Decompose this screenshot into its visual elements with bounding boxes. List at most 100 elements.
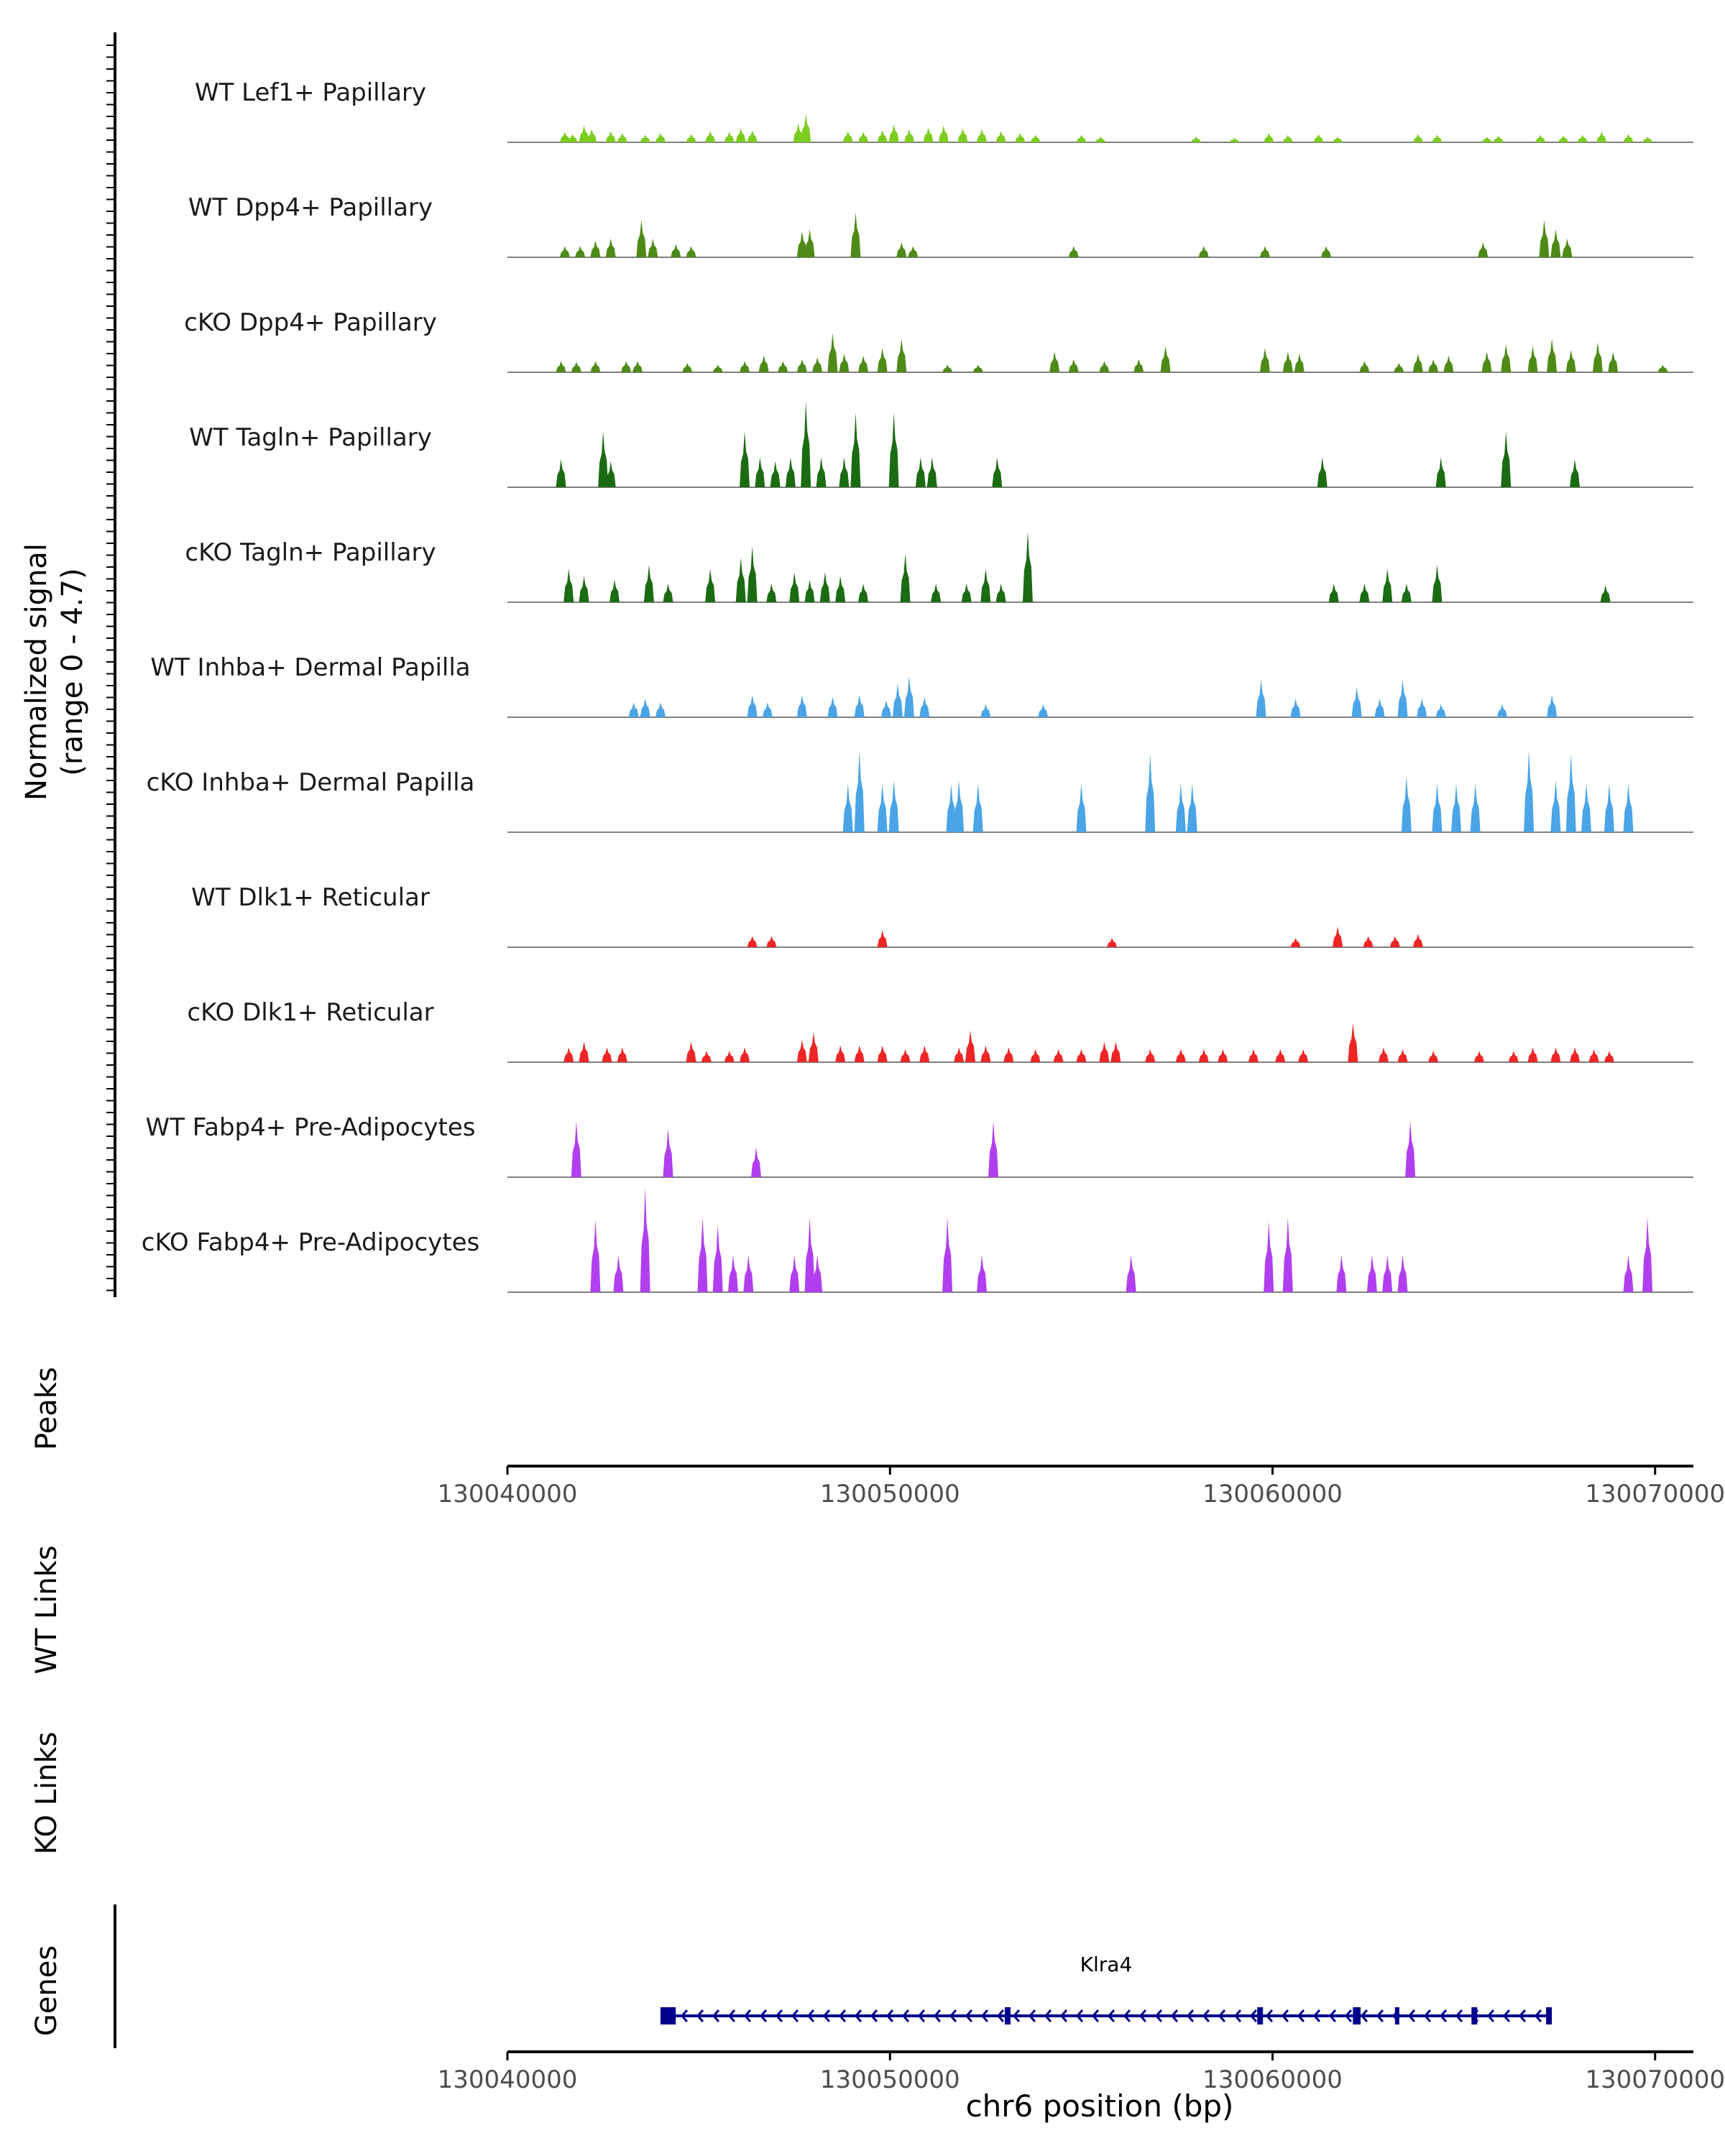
coverage-peak xyxy=(770,461,781,487)
coverage-peak xyxy=(1397,1049,1408,1062)
strand-arrow xyxy=(917,2009,926,2022)
coverage-peak xyxy=(663,584,673,602)
coverage-peak xyxy=(1565,753,1576,832)
coverage-peak xyxy=(617,1047,627,1062)
coverage-peak xyxy=(903,129,914,142)
coverage-peak xyxy=(559,132,570,142)
x-tick-label: 130050000 xyxy=(820,2065,960,2094)
coverage-track: cKO Fabp4+ Pre-Adipocytes xyxy=(142,1187,1693,1293)
coverage-peak xyxy=(1175,783,1186,832)
peaks-track-label: Peaks xyxy=(30,1367,63,1450)
x-axis-label: chr6 position (bp) xyxy=(966,2088,1234,2124)
coverage-peak xyxy=(888,413,899,487)
coverage-peak xyxy=(1581,783,1591,832)
coverage-peak xyxy=(1022,531,1033,602)
coverage-peak xyxy=(1550,229,1561,257)
coverage-peak xyxy=(575,246,586,257)
coverage-peak xyxy=(663,1128,673,1177)
coverage-peak xyxy=(586,129,597,142)
genes-track-label: Genes xyxy=(30,1945,63,2036)
coverage-peak xyxy=(858,584,868,602)
coverage-peak xyxy=(1256,680,1266,717)
coverage-peak xyxy=(1535,134,1546,142)
coverage-peak xyxy=(556,459,566,487)
coverage-peak xyxy=(801,114,811,142)
coverage-peak xyxy=(785,457,796,487)
coverage-peak xyxy=(1435,704,1446,717)
strand-arrow xyxy=(1202,2009,1210,2022)
coverage-peak xyxy=(1133,359,1144,372)
coverage-peak xyxy=(1417,699,1427,717)
coverage-peak xyxy=(1451,783,1461,832)
coverage-peak xyxy=(850,212,861,257)
strand-arrow xyxy=(1344,2009,1353,2022)
coverage-peak xyxy=(980,568,991,602)
coverage-peak xyxy=(747,694,758,717)
coverage-peak xyxy=(946,783,957,832)
coverage-peak xyxy=(701,1051,712,1062)
strand-arrow xyxy=(680,2009,689,2022)
strand-arrow xyxy=(1423,2009,1432,2022)
coverage-peak xyxy=(1389,936,1400,947)
coverage-peak xyxy=(610,579,620,602)
coverage-track: WT Fabp4+ Pre-Adipocytes xyxy=(146,1113,1693,1178)
gene-model: Klra4 xyxy=(660,1953,1552,2024)
strand-arrow xyxy=(1138,2009,1147,2022)
track-label: WT Lef1+ Papillary xyxy=(195,78,426,107)
coverage-peak xyxy=(888,780,899,832)
coverage-peak xyxy=(1282,351,1293,372)
coverage-peak xyxy=(571,1121,581,1177)
x-tick-label: 130070000 xyxy=(1585,1480,1725,1508)
coverage-peak xyxy=(1470,783,1481,832)
coverage-peak xyxy=(1496,704,1507,717)
gene-exon xyxy=(1353,2007,1361,2024)
strand-arrow xyxy=(1407,2009,1416,2022)
coverage-peak xyxy=(789,1255,800,1292)
coverage-peak xyxy=(724,1051,735,1062)
coverage-peak xyxy=(697,1217,708,1292)
coverage-peak xyxy=(1432,565,1443,602)
coverage-peak xyxy=(1290,938,1301,947)
y-axis xyxy=(106,32,116,1297)
coverage-peak xyxy=(1394,363,1404,372)
coverage-peak xyxy=(1317,457,1328,487)
strand-arrow xyxy=(1249,2009,1258,2022)
coverage-peak xyxy=(1592,342,1603,372)
coverage-peak xyxy=(1015,133,1026,142)
coverage-peak xyxy=(977,1255,987,1292)
coverage-peak xyxy=(835,576,846,602)
coverage-peak xyxy=(605,239,616,257)
coverage-peak xyxy=(1198,1049,1209,1062)
coverage-peak xyxy=(579,576,589,602)
x-tick-label: 130040000 xyxy=(438,1480,578,1508)
strand-arrow xyxy=(743,2009,752,2022)
y-axis-label-line1: Normalized signal xyxy=(20,543,53,801)
strand-arrow xyxy=(759,2009,768,2022)
coverage-peak xyxy=(1596,132,1607,142)
coverage-peak xyxy=(1412,354,1423,372)
coverage-peak xyxy=(740,1047,750,1062)
coverage-peak xyxy=(1321,246,1331,257)
coverage-peak xyxy=(842,131,853,142)
coverage-peak xyxy=(1290,699,1301,717)
coverage-peak xyxy=(877,348,888,372)
coverage-peak xyxy=(793,124,804,142)
coverage-peak xyxy=(1259,246,1270,257)
strand-arrow xyxy=(806,2009,815,2022)
coverage-peak xyxy=(1642,137,1653,142)
coverage-peak xyxy=(1558,135,1568,142)
coverage-peak xyxy=(579,1041,589,1062)
coverage-peak xyxy=(564,1047,574,1062)
coverage-peak xyxy=(605,131,616,142)
coverage-peak xyxy=(579,125,589,142)
coverage-peak xyxy=(766,584,777,602)
track-label: cKO Dlk1+ Reticular xyxy=(187,998,433,1027)
coverage-peak xyxy=(1076,134,1087,142)
coverage-peak xyxy=(1604,1051,1614,1062)
coverage-peak xyxy=(1623,783,1634,832)
coverage-peak xyxy=(1145,753,1156,832)
coverage-peak xyxy=(877,783,888,832)
coverage-peak xyxy=(1604,783,1614,832)
coverage-peak xyxy=(972,783,983,832)
coverage-peak xyxy=(1527,346,1538,372)
